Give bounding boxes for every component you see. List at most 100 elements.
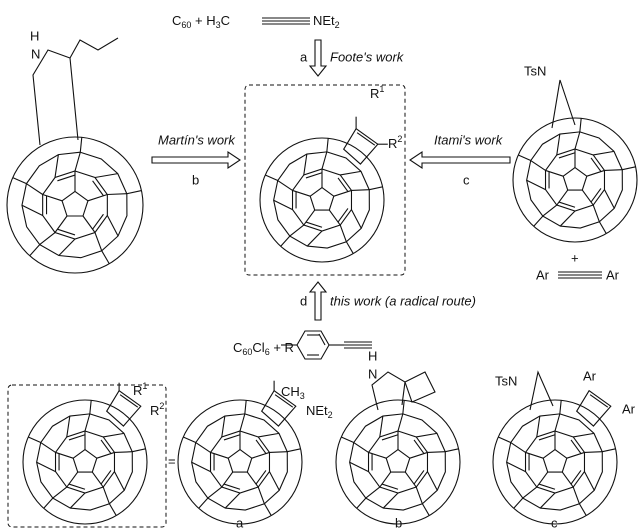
pyrrolidine: [33, 50, 78, 145]
bond: [398, 414, 403, 431]
bond: [340, 225, 346, 242]
superscript: 2: [397, 134, 402, 144]
bond: [534, 216, 543, 226]
bond: [90, 400, 91, 414]
bond: [278, 181, 293, 191]
ring: [73, 450, 97, 472]
ring: [543, 450, 567, 472]
bond: [83, 216, 95, 233]
bond: [287, 449, 300, 452]
bond: [340, 171, 361, 175]
double-bond: [256, 440, 266, 454]
bond: [222, 416, 225, 437]
propargyl: [70, 38, 118, 58]
text-part: CH: [281, 384, 300, 399]
bond: [103, 487, 109, 504]
triple-bond: [558, 272, 602, 278]
bond: [366, 487, 380, 498]
fullerene-outline: [178, 400, 302, 524]
double-bond: [571, 440, 581, 454]
bond: [247, 472, 258, 487]
bond: [107, 194, 126, 195]
r1-label: R1: [370, 84, 384, 101]
r2-label: R2: [388, 134, 402, 151]
ring: [192, 414, 288, 510]
fullerene: [23, 400, 147, 524]
bond: [53, 487, 67, 498]
step-label: c: [463, 172, 470, 187]
superscript: 1: [379, 84, 384, 94]
bond: [26, 184, 42, 195]
bond: [28, 437, 40, 442]
double-bond: [93, 181, 104, 196]
bond: [575, 132, 580, 149]
bond: [22, 205, 43, 215]
bond: [587, 170, 605, 176]
methyl: CH3: [281, 384, 305, 401]
fullerene-outline: [493, 400, 617, 524]
bond: [274, 200, 293, 209]
bond: [579, 504, 586, 516]
compound-label: c: [551, 515, 558, 530]
amine: NEt2: [306, 403, 333, 420]
bond: [593, 205, 599, 222]
cyclobutene: [577, 391, 611, 426]
bond: [351, 210, 361, 229]
bond: [405, 472, 416, 487]
bond: [369, 452, 387, 458]
tsn-label: TsN: [495, 373, 517, 388]
bond: [41, 443, 56, 453]
bond: [92, 472, 103, 487]
bond: [350, 462, 369, 471]
ring: [228, 450, 252, 472]
general-box: [8, 385, 166, 527]
bond: [37, 462, 56, 471]
ring: [37, 414, 133, 510]
text-part: R: [150, 403, 159, 418]
bottom-reagent: C60Cl6 + R: [233, 340, 294, 357]
bond: [604, 170, 622, 171]
bond: [107, 216, 118, 236]
bond: [540, 493, 555, 508]
text-part: + R: [270, 340, 294, 355]
fullerene-outline: [23, 400, 147, 524]
subscript: 60: [242, 347, 252, 357]
atom-n: N: [31, 46, 40, 61]
fullerene: [7, 137, 143, 273]
bond: [604, 190, 614, 209]
fullerene: [513, 118, 637, 242]
text-part: C: [172, 13, 181, 28]
bond: [88, 194, 107, 200]
ring: [507, 414, 603, 510]
fullerene-outline: [336, 400, 460, 524]
bond: [114, 452, 132, 453]
arrow-d: [310, 282, 326, 320]
bond: [183, 437, 195, 442]
bond: [132, 449, 145, 452]
bond: [341, 437, 353, 442]
fullerene-outline: [260, 138, 384, 262]
bond: [103, 433, 124, 437]
bond: [80, 137, 81, 152]
bond: [67, 416, 70, 437]
bond: [537, 416, 540, 437]
fullerene: [260, 138, 384, 262]
bond: [511, 443, 526, 453]
cyclobutene: [344, 129, 378, 164]
bond: [59, 239, 75, 256]
bond: [258, 433, 279, 437]
bond: [422, 504, 429, 516]
double-bond: [414, 440, 424, 454]
bond: [346, 242, 353, 254]
bond: [208, 487, 222, 498]
r1-label: R1: [133, 381, 147, 398]
text-part: C: [233, 340, 242, 355]
bond: [327, 138, 328, 152]
bond: [562, 472, 573, 487]
bond: [225, 493, 240, 508]
plus: +: [571, 250, 579, 265]
ring: [386, 450, 410, 472]
bond: [599, 222, 606, 234]
ar-label: Ar: [606, 267, 620, 282]
bond: [557, 134, 560, 155]
